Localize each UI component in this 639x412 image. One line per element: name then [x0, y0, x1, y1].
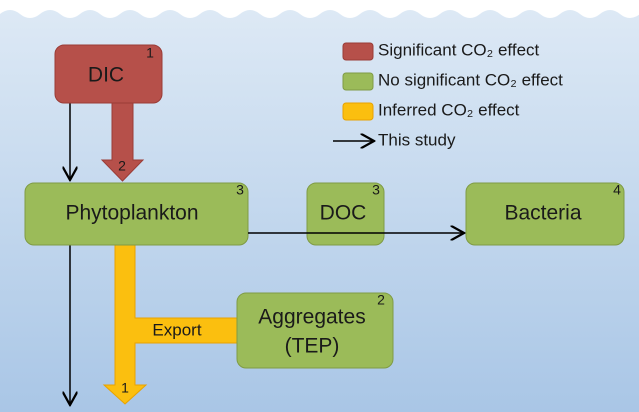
node-box — [236, 292, 394, 369]
node-box — [306, 182, 385, 246]
node-box — [24, 182, 249, 246]
legend-label: Significant CO₂ effect — [378, 40, 540, 59]
export-arrow — [102, 243, 241, 405]
node-label: Phytoplankton — [65, 202, 198, 225]
node-ref: 4 — [613, 182, 621, 198]
node-label: DIC — [88, 64, 124, 87]
legend-label: Inferred CO₂ effect — [378, 100, 520, 119]
legend-swatch — [342, 102, 374, 121]
node-ref: 1 — [146, 45, 154, 61]
node-label: (TEP) — [285, 335, 340, 358]
node-ref: 3 — [236, 182, 244, 198]
node-ref: 3 — [372, 182, 380, 198]
node-label: Bacteria — [504, 202, 581, 225]
node-box — [54, 44, 163, 104]
legend-label: No significant CO₂ effect — [378, 70, 563, 89]
node-label: Aggregates — [258, 306, 365, 329]
legend-swatch — [342, 72, 374, 91]
node-box — [465, 182, 625, 246]
legend-swatch — [342, 42, 374, 61]
node-label: DOC — [320, 202, 367, 225]
arrow-ref: 2 — [118, 158, 126, 174]
arrow-ref: 1 — [121, 380, 129, 396]
co2-arrow — [100, 99, 145, 182]
arrow-label: Export — [152, 320, 201, 339]
legend-label: This study — [378, 130, 456, 149]
node-ref: 2 — [377, 292, 385, 308]
